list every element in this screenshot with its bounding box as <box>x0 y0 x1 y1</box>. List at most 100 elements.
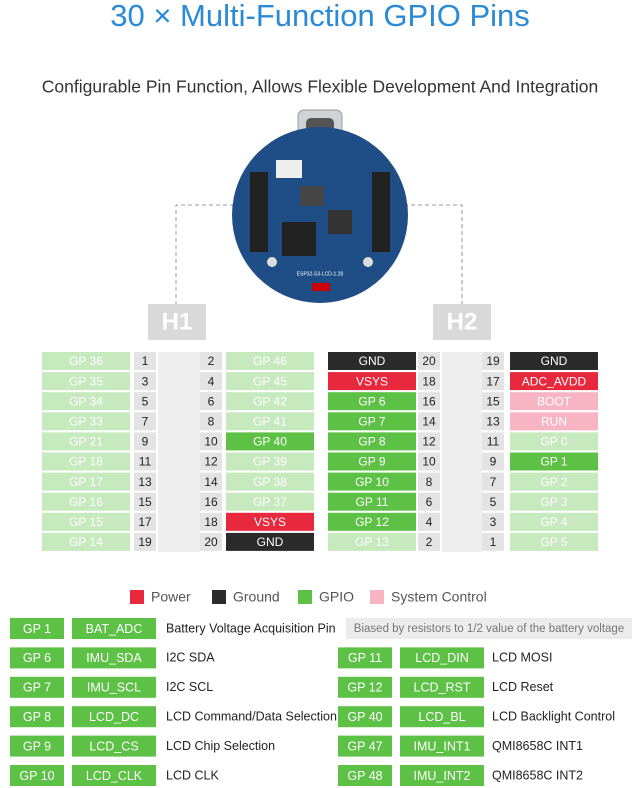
pin-name-bg <box>510 412 598 431</box>
description: I2C SCL <box>166 680 213 694</box>
pin-name: GND <box>541 354 568 368</box>
function-cell-bg <box>72 647 156 669</box>
pin-number: 7 <box>490 475 497 489</box>
function-cell: LCD_CLK <box>86 769 143 783</box>
pin-name-bg <box>510 372 598 391</box>
pin-number: 15 <box>486 394 500 408</box>
description: LCD Backlight Control <box>492 709 615 723</box>
function-cell: IMU_SCL <box>87 681 141 695</box>
gpio-cell: GP 10 <box>19 769 54 783</box>
pin-number: 6 <box>208 394 215 408</box>
pin-number: 6 <box>426 495 433 509</box>
pin-name-bg <box>510 432 598 451</box>
header-h1 <box>250 172 268 252</box>
pin-number: 13 <box>486 414 500 428</box>
pin-name-bg <box>328 452 416 471</box>
description: LCD CLK <box>166 768 219 782</box>
pin-name: GP 46 <box>253 354 287 368</box>
pin-number: 18 <box>204 515 218 529</box>
button <box>363 257 373 267</box>
function-cell-bg <box>400 676 484 698</box>
gpio-cell-bg <box>338 735 392 757</box>
board: ESP32-S3-LCD-1.28 <box>232 109 408 303</box>
pin-name-bg <box>226 492 314 511</box>
pin-name: GP 12 <box>355 515 389 529</box>
description: LCD MOSI <box>492 651 552 665</box>
pin-name: GP 37 <box>253 495 287 509</box>
pin-number: 10 <box>422 455 436 469</box>
pin-name-bg <box>328 412 416 431</box>
pin-number: 11 <box>139 455 152 469</box>
function-cell: LCD_BL <box>418 710 465 724</box>
pin-name: GP 41 <box>253 414 287 428</box>
legend-swatch <box>130 590 144 604</box>
pin-number-bg <box>200 412 222 431</box>
function-cell: IMU_INT1 <box>414 739 471 753</box>
function-cell: LCD_RST <box>414 681 471 695</box>
description: QMI8658C INT2 <box>492 768 583 782</box>
pin-name: GP 45 <box>253 374 287 388</box>
pin-number-bg <box>482 452 504 471</box>
legend-label: System Control <box>391 589 487 605</box>
function-cell-bg <box>400 647 484 669</box>
pin-name: GP 6 <box>358 394 385 408</box>
gpio-cell: GP 48 <box>347 769 382 783</box>
pin-name-bg <box>226 412 314 431</box>
pin-name-bg <box>42 392 130 411</box>
function-cell: LCD_DC <box>89 710 139 724</box>
pin-name-bg <box>226 512 314 531</box>
description: LCD Command/Data Selection <box>166 709 337 723</box>
chip <box>282 222 316 256</box>
header-label-bg <box>433 304 491 340</box>
description: QMI8658C INT1 <box>492 739 583 753</box>
pin-name: GP 1 <box>540 455 567 469</box>
pin-number-bg <box>134 392 156 411</box>
pin-number-bg <box>200 392 222 411</box>
pin-name: RUN <box>541 414 567 428</box>
pin-number: 12 <box>422 435 436 449</box>
pin-number-bg <box>482 472 504 491</box>
gpio-cell-bg <box>338 676 392 698</box>
pin-number-bg <box>418 472 440 491</box>
pin-number-bg <box>134 512 156 531</box>
pin-number-bg <box>418 392 440 411</box>
pin-name-bg <box>42 532 130 551</box>
function-cell: LCD_CS <box>89 739 138 753</box>
legend-label: GPIO <box>319 589 354 605</box>
pin-number: 14 <box>204 475 218 489</box>
gpio-cell-bg <box>10 618 64 639</box>
pin-number-bg <box>418 372 440 391</box>
pin-name-bg <box>328 432 416 451</box>
pin-name: GP 5 <box>540 535 567 549</box>
header-label-bg <box>148 304 206 340</box>
pin-name-bg <box>328 392 416 411</box>
pin-name: GP 8 <box>358 435 385 449</box>
gpio-cell: GP 40 <box>347 710 382 724</box>
pin-name-bg <box>328 372 416 391</box>
pin-spacer <box>442 352 482 552</box>
pin-name: GP 14 <box>69 535 103 549</box>
pin-name-bg <box>42 492 130 511</box>
legend-swatch <box>212 590 226 604</box>
pin-name-bg <box>226 452 314 471</box>
pin-name: GND <box>257 535 284 549</box>
pin-number: 4 <box>426 515 433 529</box>
pin-name-bg <box>510 392 598 411</box>
pin-name: GP 35 <box>69 374 103 388</box>
pin-number: 20 <box>422 354 436 368</box>
pin-number-bg <box>200 432 222 451</box>
pin-number-bg <box>418 352 440 370</box>
pin-name: GP 16 <box>69 495 103 509</box>
h1-connector <box>175 204 238 305</box>
pin-number: 5 <box>142 394 149 408</box>
pin-name: GP 0 <box>540 435 567 449</box>
pin-name: GP 17 <box>69 475 103 489</box>
description: LCD Chip Selection <box>166 739 275 753</box>
pin-number-bg <box>482 532 504 551</box>
function-cell-bg <box>400 706 484 728</box>
pin-number-bg <box>482 392 504 411</box>
pin-name: GP 40 <box>253 435 287 449</box>
pin-number: 10 <box>204 435 218 449</box>
pin-name-bg <box>226 532 314 551</box>
